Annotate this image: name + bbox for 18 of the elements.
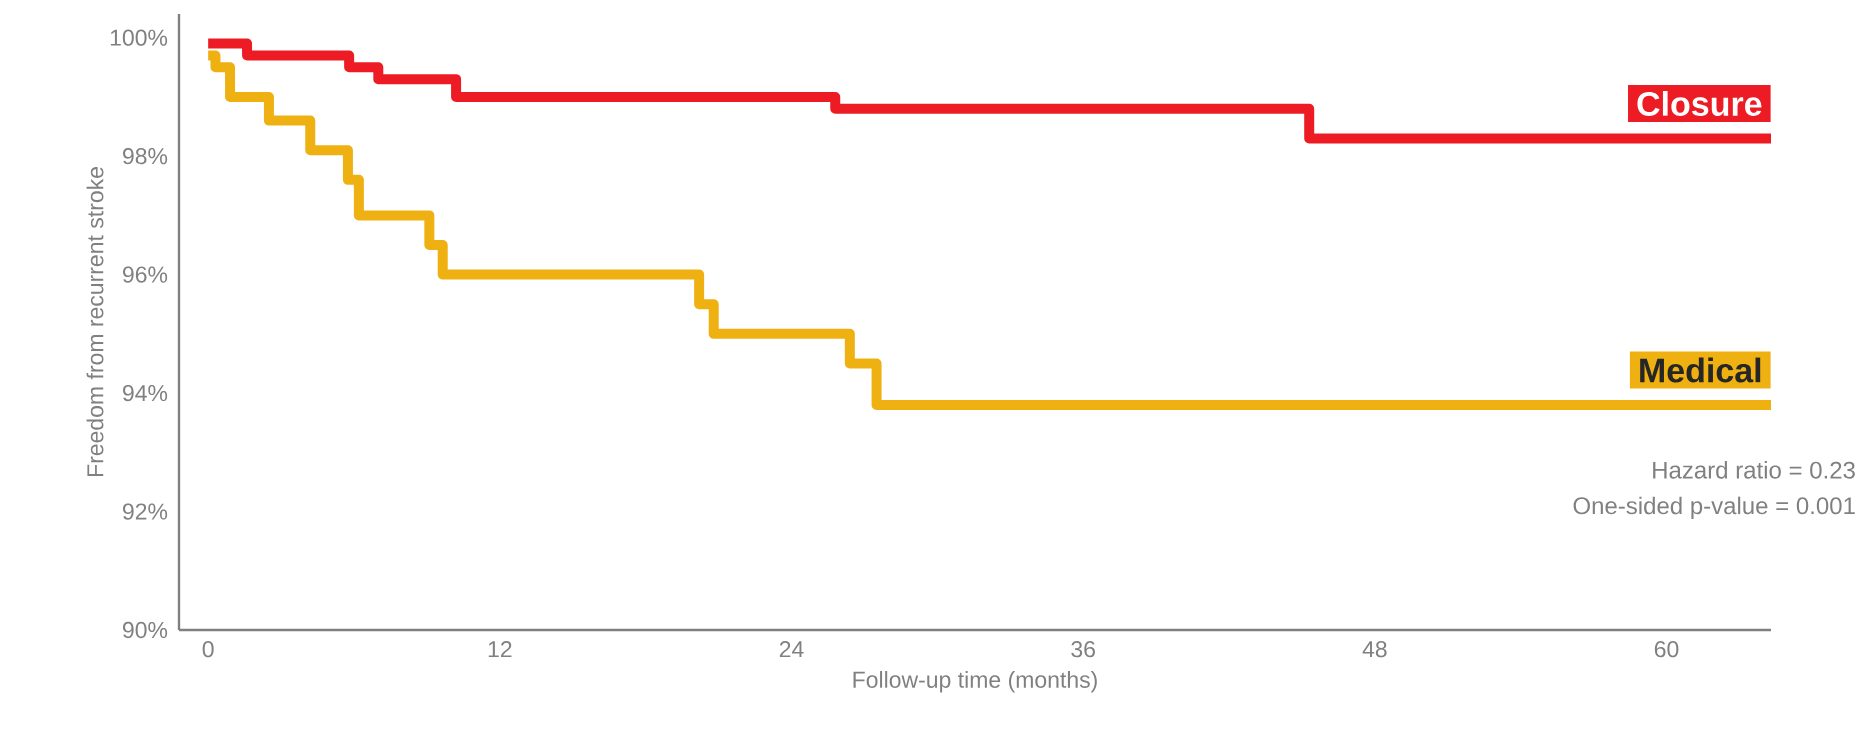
y-tick-label: 90%: [123, 621, 168, 639]
y-tick-label: 100%: [110, 29, 168, 46]
x-tick-label: 12: [488, 641, 512, 658]
x-tick-label: 0: [202, 641, 214, 658]
y-tick-label: 96%: [123, 266, 168, 283]
y-tick-label: 92%: [123, 503, 168, 520]
x-tick-label: 48: [1362, 641, 1387, 658]
series-label: Closure: [1637, 91, 1762, 116]
y-tick-label: 94%: [123, 384, 168, 402]
x-axis-title: Follow-up time (months): [853, 671, 1097, 693]
annotation: Hazard ratio = 0.23: [1653, 461, 1855, 479]
y-axis-title: Freedom from recurrent stroke: [86, 167, 104, 477]
series-label: Medical: [1640, 357, 1761, 383]
x-tick-label: 60: [1654, 641, 1679, 658]
x-tick-label: 36: [1071, 641, 1095, 658]
x-tick-label: 24: [779, 641, 804, 658]
annotation: One-sided p-value = 0.001: [1573, 496, 1855, 520]
y-tick-label: 98%: [123, 148, 168, 165]
